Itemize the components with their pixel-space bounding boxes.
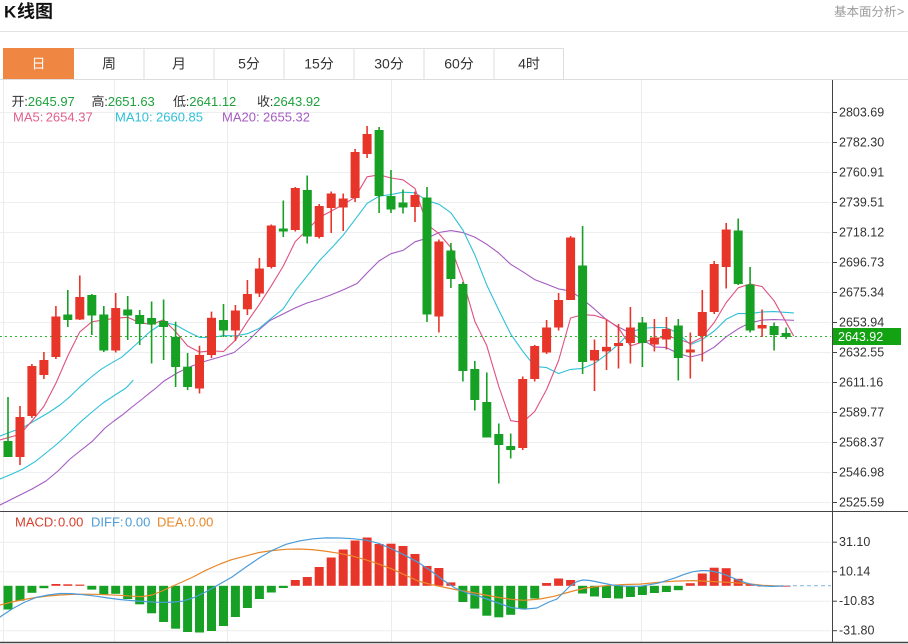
svg-text:2655.32: 2655.32 <box>263 110 310 125</box>
svg-text:2643.92: 2643.92 <box>838 330 883 344</box>
svg-text:2651.63: 2651.63 <box>108 94 155 109</box>
svg-text:0.00: 0.00 <box>188 515 213 530</box>
svg-text:2718.12: 2718.12 <box>839 226 884 240</box>
svg-text:0.00: 0.00 <box>125 515 150 530</box>
svg-text:2645.97: 2645.97 <box>28 94 75 109</box>
svg-text:>: > <box>897 5 904 19</box>
svg-text:2803.69: 2803.69 <box>839 106 884 120</box>
svg-text:2675.34: 2675.34 <box>839 286 884 300</box>
svg-text:-10.83: -10.83 <box>839 594 874 608</box>
svg-text:60: 60 <box>444 56 460 72</box>
svg-text:2546.98: 2546.98 <box>839 466 884 480</box>
svg-text:DIFF:: DIFF: <box>91 515 124 530</box>
svg-text:2654.37: 2654.37 <box>46 110 93 125</box>
svg-text:2525.59: 2525.59 <box>839 496 884 510</box>
svg-text:MACD:: MACD: <box>15 515 57 530</box>
svg-text:2660.85: 2660.85 <box>156 110 203 125</box>
svg-text::: : <box>186 94 190 109</box>
svg-text:2739.51: 2739.51 <box>839 196 884 210</box>
svg-text:10.14: 10.14 <box>839 565 870 579</box>
svg-text:15: 15 <box>304 56 320 72</box>
svg-text::: : <box>104 94 108 109</box>
svg-text:DEA:: DEA: <box>157 515 187 530</box>
svg-text:2568.37: 2568.37 <box>839 436 884 450</box>
svg-text:2611.16: 2611.16 <box>839 376 883 390</box>
svg-text:MA20:: MA20: <box>222 110 260 125</box>
svg-text::: : <box>24 94 28 109</box>
svg-text:2782.30: 2782.30 <box>839 136 884 150</box>
svg-text:K: K <box>4 3 17 22</box>
svg-text:2632.55: 2632.55 <box>839 346 884 360</box>
svg-text:4: 4 <box>518 56 526 72</box>
svg-text::: : <box>270 94 274 109</box>
svg-text:2641.12: 2641.12 <box>189 94 236 109</box>
svg-text:30: 30 <box>374 56 390 72</box>
svg-text:2696.73: 2696.73 <box>839 256 884 270</box>
svg-text:2760.91: 2760.91 <box>839 166 884 180</box>
svg-text:5: 5 <box>238 56 246 72</box>
svg-text:-31.80: -31.80 <box>839 624 874 638</box>
svg-text:31.10: 31.10 <box>839 535 870 549</box>
svg-text:MA10:: MA10: <box>115 110 153 125</box>
svg-text:0.00: 0.00 <box>58 515 83 530</box>
svg-text:2589.77: 2589.77 <box>839 406 884 420</box>
svg-text:2653.94: 2653.94 <box>839 316 884 330</box>
svg-text:2643.92: 2643.92 <box>273 94 320 109</box>
svg-text:MA5:: MA5: <box>13 110 43 125</box>
